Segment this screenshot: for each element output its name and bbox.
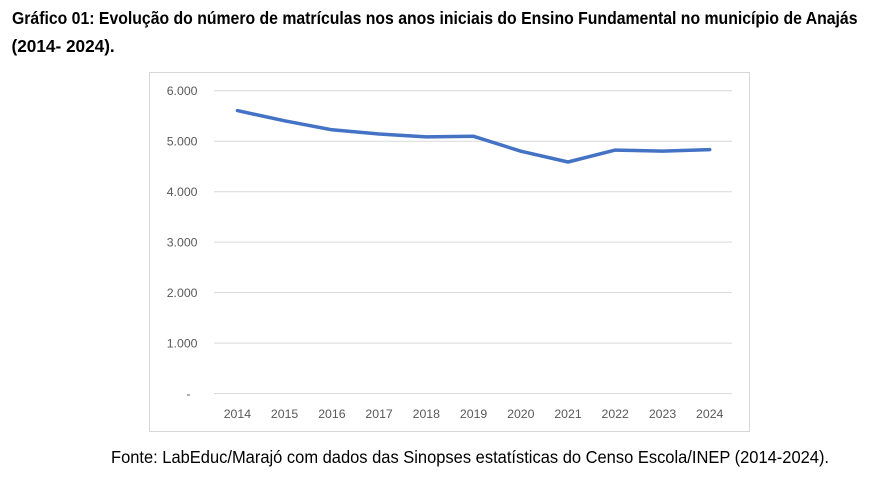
svg-text:4.000: 4.000 <box>167 185 198 199</box>
svg-text:2.000: 2.000 <box>167 286 198 300</box>
svg-text:2014: 2014 <box>224 407 252 421</box>
svg-text:2020: 2020 <box>507 407 535 421</box>
svg-text:6.000: 6.000 <box>167 84 198 98</box>
svg-text:-: - <box>186 387 190 401</box>
svg-text:2024: 2024 <box>696 407 724 421</box>
svg-text:3.000: 3.000 <box>167 235 198 249</box>
svg-text:2021: 2021 <box>554 407 582 421</box>
svg-text:2022: 2022 <box>602 407 630 421</box>
svg-text:2015: 2015 <box>271 407 299 421</box>
svg-text:1.000: 1.000 <box>167 336 198 350</box>
svg-text:2019: 2019 <box>460 407 488 421</box>
svg-text:2023: 2023 <box>649 407 677 421</box>
svg-text:2017: 2017 <box>365 407 393 421</box>
svg-text:2016: 2016 <box>318 407 346 421</box>
svg-text:2018: 2018 <box>413 407 441 421</box>
svg-text:5.000: 5.000 <box>167 135 198 149</box>
